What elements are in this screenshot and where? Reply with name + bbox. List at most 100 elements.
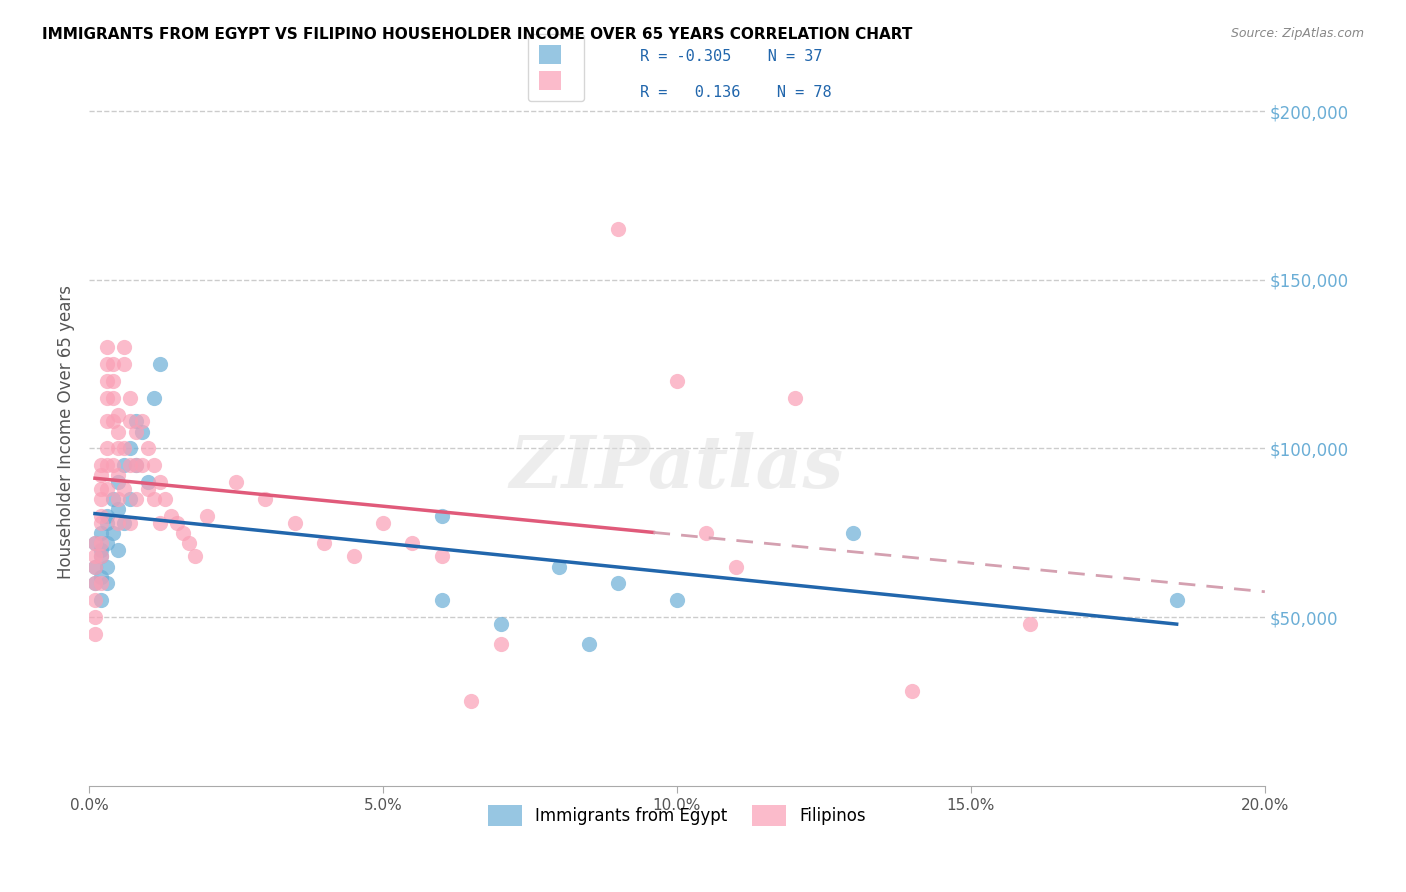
Point: [90, 593, 112, 607]
Point: [90, 542, 112, 557]
Point: [142, 458, 165, 473]
Point: [842, 525, 865, 540]
Point: [314, 536, 336, 550]
Point: [101, 374, 124, 388]
Point: [371, 516, 394, 530]
Point: [131, 415, 153, 429]
Point: [430, 549, 453, 564]
Point: [578, 637, 600, 651]
Point: [112, 482, 135, 496]
Point: [489, 616, 512, 631]
Point: [101, 357, 124, 371]
Point: [142, 391, 165, 405]
Point: [107, 408, 129, 422]
Point: [96, 482, 118, 496]
Point: [112, 340, 135, 354]
Point: [107, 425, 129, 439]
Point: [120, 458, 142, 473]
Point: [177, 536, 200, 550]
Point: [1166, 593, 1188, 607]
Point: [107, 442, 129, 456]
Point: [96, 391, 118, 405]
Point: [1018, 616, 1040, 631]
Point: [96, 508, 118, 523]
Point: [665, 374, 688, 388]
Point: [136, 442, 159, 456]
Point: [107, 542, 129, 557]
Point: [112, 516, 135, 530]
Point: [120, 391, 142, 405]
Point: [107, 516, 129, 530]
Point: [90, 549, 112, 564]
Point: [96, 559, 118, 574]
Text: IMMIGRANTS FROM EGYPT VS FILIPINO HOUSEHOLDER INCOME OVER 65 YEARS CORRELATION C: IMMIGRANTS FROM EGYPT VS FILIPINO HOUSEH…: [42, 27, 912, 42]
Point: [101, 391, 124, 405]
Point: [96, 576, 118, 591]
Point: [90, 549, 112, 564]
Point: [90, 525, 112, 540]
Point: [125, 458, 148, 473]
Point: [112, 357, 135, 371]
Point: [665, 593, 688, 607]
Point: [84, 549, 107, 564]
Point: [112, 458, 135, 473]
Point: [107, 475, 129, 490]
Point: [166, 516, 188, 530]
Point: [101, 492, 124, 507]
Point: [489, 637, 512, 651]
Point: [96, 374, 118, 388]
Point: [84, 536, 107, 550]
Point: [107, 468, 129, 483]
Point: [120, 442, 142, 456]
Point: [225, 475, 247, 490]
Point: [90, 569, 112, 583]
Point: [125, 425, 148, 439]
Point: [783, 391, 806, 405]
Point: [607, 222, 630, 236]
Point: [90, 576, 112, 591]
Point: [695, 525, 717, 540]
Point: [120, 516, 142, 530]
Point: [131, 425, 153, 439]
Point: [96, 340, 118, 354]
Point: [401, 536, 423, 550]
Point: [84, 627, 107, 641]
Point: [84, 559, 107, 574]
Point: [96, 536, 118, 550]
Point: [84, 610, 107, 624]
Point: [724, 559, 747, 574]
Point: [172, 525, 194, 540]
Point: [90, 492, 112, 507]
Point: [84, 576, 107, 591]
Point: [430, 593, 453, 607]
Point: [195, 508, 218, 523]
Point: [90, 468, 112, 483]
Point: [96, 415, 118, 429]
Text: R =   0.136    N = 78: R = 0.136 N = 78: [640, 85, 831, 100]
Point: [84, 593, 107, 607]
Point: [101, 415, 124, 429]
Point: [90, 516, 112, 530]
Point: [607, 576, 630, 591]
Text: R = -0.305    N = 37: R = -0.305 N = 37: [640, 49, 823, 64]
Point: [96, 458, 118, 473]
Point: [96, 357, 118, 371]
Y-axis label: Householder Income Over 65 years: Householder Income Over 65 years: [58, 285, 75, 579]
Point: [184, 549, 207, 564]
Point: [90, 482, 112, 496]
Point: [125, 415, 148, 429]
Point: [125, 458, 148, 473]
Point: [101, 458, 124, 473]
Point: [112, 442, 135, 456]
Point: [120, 415, 142, 429]
Point: [149, 516, 172, 530]
Point: [460, 694, 482, 708]
Point: [101, 525, 124, 540]
Point: [107, 502, 129, 516]
Point: [901, 684, 924, 698]
Point: [120, 492, 142, 507]
Point: [142, 492, 165, 507]
Point: [96, 516, 118, 530]
Point: [107, 492, 129, 507]
Point: [90, 508, 112, 523]
